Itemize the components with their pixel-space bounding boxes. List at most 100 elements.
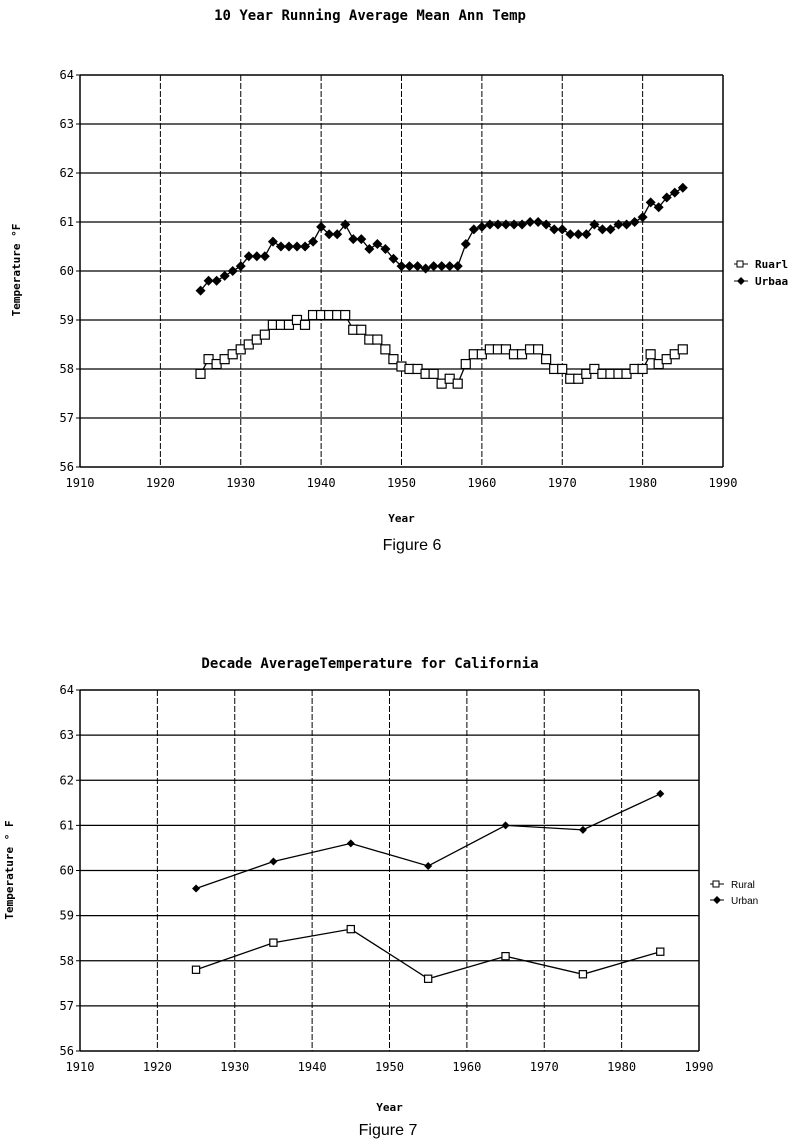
data-point-urbaa [195,285,206,296]
x-tick-label: 1920 [143,1060,172,1074]
data-point-urbaa [436,261,447,272]
y-tick-label: 64 [60,683,74,697]
series-line-rural [195,928,661,980]
data-point-urbaa [645,197,656,208]
x-tick-label: 1940 [307,476,336,490]
data-point-urbaa [525,217,536,227]
legend-marker-square-icon [712,880,720,888]
data-point-urbaa [267,236,278,247]
data-point-urbaa [509,219,520,230]
x-tick-label: 1960 [467,476,496,490]
data-point-ruarl [388,354,399,365]
data-point-ruarl [259,329,270,340]
y-tick-label: 57 [60,999,74,1013]
data-point-urbaa [283,241,294,252]
data-point-ruarl [460,358,471,370]
data-point-ruarl [299,319,311,330]
x-tick-label: 1970 [530,1060,559,1074]
x-tick-label: 1970 [548,476,577,490]
data-point-urbaa [484,219,495,230]
chart-title: Decade AverageTemperature for California [201,656,538,672]
data-point-urbaa [308,236,319,247]
data-point-ruarl [356,324,367,335]
data-point-urbaa [211,275,222,286]
data-point-urban [192,884,201,893]
data-point-urbaa [227,266,238,276]
data-point-urbaa [275,241,286,252]
data-point-urban [501,821,510,830]
data-point-urbaa [300,241,311,252]
x-tick-label: 1990 [709,476,738,490]
y-tick-label: 63 [60,728,74,742]
data-point-urbaa [404,261,415,272]
y-axis-label: Temperature °F [10,224,23,317]
data-point-urbaa [573,229,584,240]
y-tick-label: 63 [60,117,74,131]
y-axis-label: Temperature ° F [3,820,16,919]
data-point-urban [424,861,433,870]
data-point-ruarl [380,344,391,355]
data-point-urbaa [428,261,439,272]
legend-label: Urbaa [755,275,788,288]
data-point-urbaa [517,219,528,230]
data-point-ruarl [452,378,463,389]
chart-title: 10 Year Running Average Mean Ann Temp [214,8,526,24]
data-point-urbaa [316,221,327,232]
data-point-urbaa [324,229,335,240]
data-point-urbaa [452,261,463,272]
data-point-urbaa [613,219,624,230]
data-point-urban [269,857,278,866]
y-tick-label: 61 [60,215,74,229]
data-point-urbaa [637,212,648,223]
legend-label: Ruarl [755,258,788,271]
data-point-urbaa [468,224,479,235]
data-point-urbaa [597,224,608,235]
x-tick-label: 1920 [146,476,175,490]
data-point-rural [501,952,510,961]
data-point-urbaa [621,219,632,230]
data-point-urbaa [235,261,246,272]
data-point-urbaa [677,182,688,193]
y-tick-label: 60 [60,864,74,878]
x-tick-label: 1950 [387,476,416,490]
data-point-urbaa [581,229,592,240]
y-tick-label: 64 [60,68,74,82]
data-point-rural [269,938,278,947]
data-point-urban [656,789,665,798]
x-tick-label: 1960 [452,1060,481,1074]
x-tick-label: 1930 [226,476,255,490]
data-point-urbaa [340,219,351,230]
data-point-urbaa [653,202,664,213]
data-point-ruarl [637,363,648,375]
data-point-urbaa [661,192,672,203]
legend-label: Rural [731,880,755,891]
x-axis-label: Year [388,512,415,525]
data-point-urbaa [565,229,576,240]
data-point-urbaa [388,253,399,264]
legend-label: Urban [731,896,758,907]
data-point-urbaa [476,221,487,232]
y-tick-label: 59 [60,313,74,327]
data-point-ruarl [541,354,552,365]
data-point-urbaa [396,261,407,272]
data-point-urbaa [219,270,230,281]
y-tick-label: 56 [60,460,74,474]
data-point-urban [346,839,355,848]
x-tick-label: 1940 [298,1060,327,1074]
y-tick-label: 58 [60,362,74,376]
legend-marker-diamond-icon [713,896,721,904]
x-tick-label: 1990 [685,1060,714,1074]
data-point-urbaa [460,239,471,250]
data-point-urbaa [557,224,568,235]
data-point-urbaa [492,219,503,230]
y-tick-label: 59 [60,909,74,923]
data-point-rural [578,970,588,979]
series-line-urban [195,793,661,890]
data-point-urbaa [251,251,262,262]
y-tick-label: 61 [60,818,74,832]
data-point-urbaa [243,251,254,262]
x-tick-label: 1910 [66,1060,95,1074]
data-point-ruarl [677,344,688,355]
data-point-ruarl [340,309,351,321]
